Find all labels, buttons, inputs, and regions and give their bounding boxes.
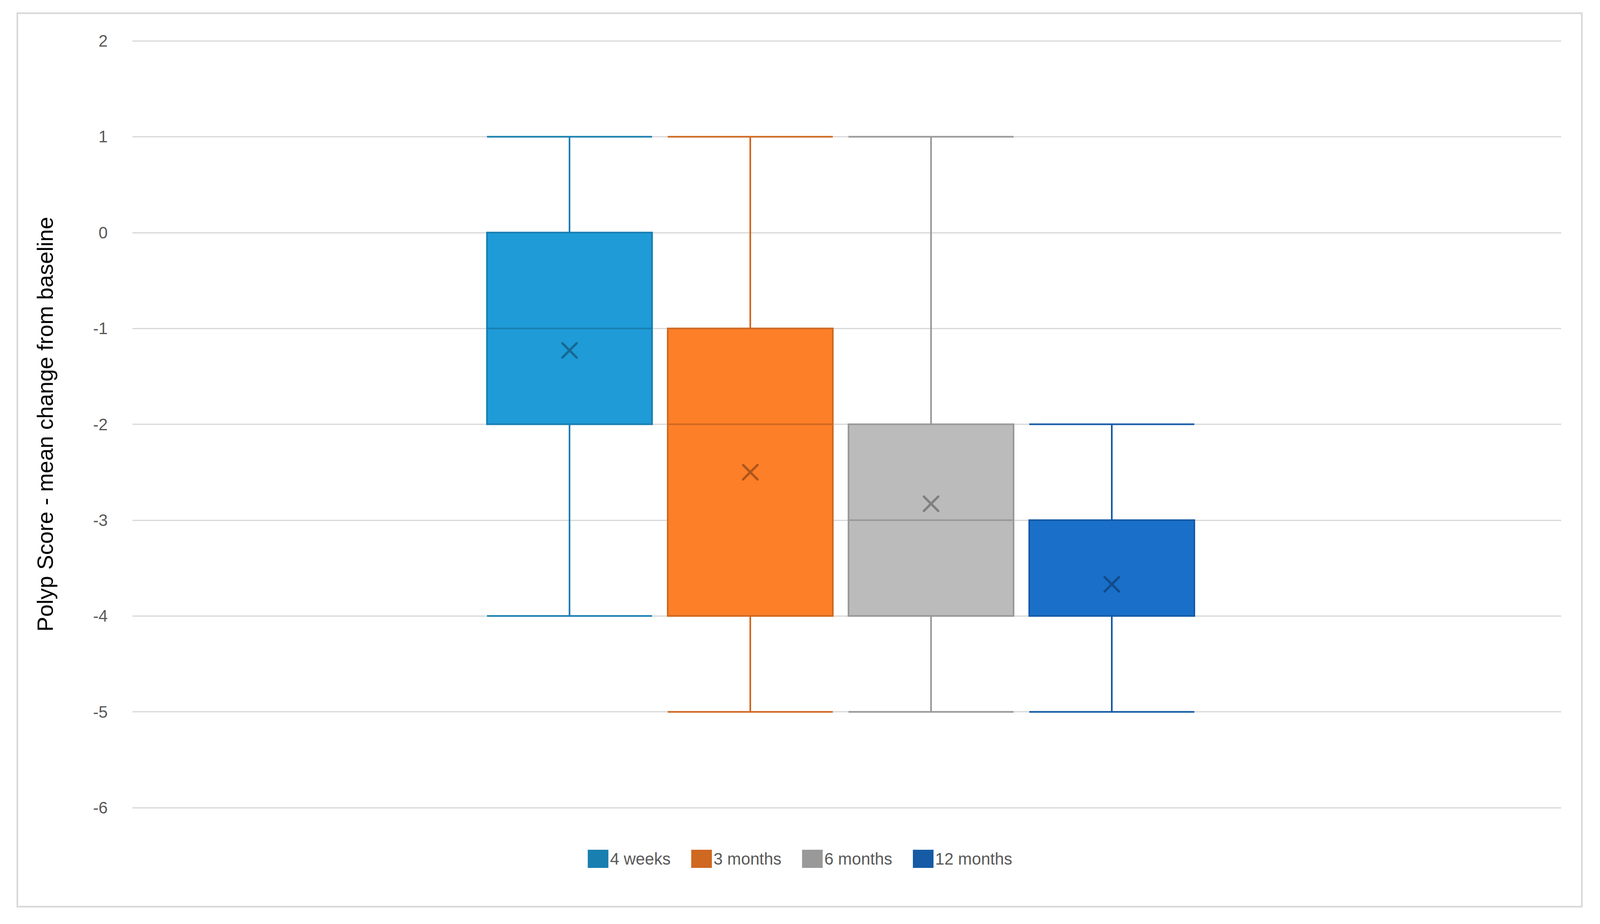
svg-text:-2: -2	[92, 415, 108, 434]
svg-text:4 weeks: 4 weeks	[609, 850, 671, 869]
svg-text:-6: -6	[92, 798, 108, 818]
svg-text:6 months: 6 months	[824, 850, 893, 869]
svg-text:-5: -5	[92, 703, 108, 722]
svg-text:0: 0	[98, 223, 108, 242]
svg-text:3 months: 3 months	[713, 850, 782, 869]
svg-text:-4: -4	[92, 607, 108, 626]
svg-text:2: 2	[98, 31, 108, 50]
svg-text:-1: -1	[92, 319, 108, 338]
svg-text:12 months: 12 months	[935, 850, 1013, 869]
svg-text:1: 1	[98, 127, 108, 146]
svg-text:-3: -3	[92, 511, 108, 530]
svg-text:Polyp Score - mean change from: Polyp Score - mean change from baseline	[32, 217, 58, 633]
